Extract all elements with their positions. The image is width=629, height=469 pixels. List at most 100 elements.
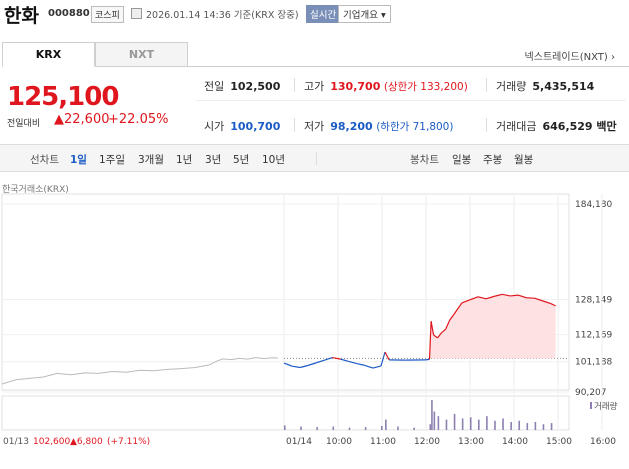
realtime-button[interactable]: 실시간: [306, 5, 341, 23]
volume-bar: [494, 420, 496, 430]
price-segment: [300, 364, 309, 369]
price-segment: [437, 332, 443, 339]
price-segment: [384, 351, 390, 361]
price-change: ▲22,600: [54, 112, 110, 127]
volume-bar: [502, 418, 504, 430]
stock-code: 000880: [48, 8, 90, 19]
price-segment: [485, 295, 495, 300]
divider: [486, 78, 487, 92]
day-low: 저가 98,200 (하한가 71,800): [304, 118, 453, 134]
candle-monthly[interactable]: 월봉: [514, 154, 534, 166]
chart-title: 한국거래소(KRX): [2, 185, 69, 195]
period-1d[interactable]: 1일: [70, 154, 87, 166]
divider: [294, 118, 295, 132]
footer-price: 102,600: [33, 437, 70, 447]
volume-bar: [332, 426, 335, 430]
price-segment: [332, 356, 341, 360]
trade-amount: 거래대금 646,529 백만: [496, 118, 617, 134]
price-segment: [453, 302, 463, 315]
price-segment: [502, 293, 511, 297]
y-tick-label: 128,149: [575, 296, 612, 306]
amount-label: 거래대금: [496, 120, 537, 133]
diff-label: 전일대비: [7, 119, 41, 129]
volume-bar: [534, 421, 537, 430]
prev-close: 전일 102,500: [204, 78, 280, 94]
volume-bar: [550, 423, 553, 430]
volume-bar: [518, 420, 521, 430]
prev-label: 전일: [204, 80, 225, 93]
divider: [486, 118, 487, 132]
volume-frame: [1, 395, 570, 431]
y-tick-label: 101,188: [575, 358, 612, 368]
x-tick-label: 11:00: [370, 437, 396, 447]
divider: [196, 100, 626, 101]
nxt-link[interactable]: 넥스트레이드(NXT) ›: [524, 52, 615, 63]
price-segment: [469, 296, 479, 301]
volume-bar: [453, 413, 456, 430]
period-3m[interactable]: 3개월: [138, 154, 165, 166]
candle-chart-label[interactable]: 봉차트: [410, 154, 439, 166]
volume-bar: [381, 425, 383, 430]
line-chart-label[interactable]: 선차트: [30, 154, 59, 166]
price-segment: [430, 321, 435, 336]
footer-pct: (+7.11%): [107, 437, 150, 447]
prev-day-line: [1, 357, 279, 385]
price-segment: [372, 365, 382, 369]
volume-bar: [486, 416, 488, 430]
footer-change: ▲6,800: [70, 437, 103, 447]
price-segment: [445, 319, 451, 330]
volume-bar: [413, 427, 415, 430]
price-segment: [348, 360, 357, 365]
volume-bar: [300, 426, 302, 430]
tab-nxt[interactable]: NXT: [95, 42, 188, 67]
open-value: 100,700: [230, 120, 281, 133]
timestamp: 2026.01.14 14:36 기준(KRX 장중): [146, 10, 299, 21]
tab-krx[interactable]: KRX: [2, 42, 95, 67]
amount-value: 646,529 백만: [542, 120, 617, 133]
price-segment: [425, 358, 430, 361]
price-segment: [380, 351, 386, 367]
y-tick-label: 184,180: [575, 200, 612, 210]
volume-bar: [542, 424, 545, 430]
day-high: 고가 130,700 (상한가 133,200): [304, 78, 468, 94]
volume-bar: [437, 416, 440, 430]
period-3y[interactable]: 3년: [205, 154, 222, 166]
volume-bar: [478, 419, 480, 430]
volume-bar: [429, 424, 432, 430]
footer-date: 01/13: [3, 437, 29, 447]
volume-bar: [385, 419, 387, 430]
period-1y[interactable]: 1년: [176, 154, 193, 166]
price-segment: [518, 294, 527, 299]
volume-bar: [526, 423, 529, 430]
low-value: 98,200: [330, 120, 373, 133]
price-segment: [477, 296, 487, 300]
candle-daily[interactable]: 일봉: [452, 154, 472, 166]
volume-bar: [397, 426, 399, 430]
x-tick-label: 01/14: [286, 437, 312, 447]
price-segment: [534, 297, 543, 302]
x-tick-label: 15:00: [546, 437, 572, 447]
x-tick-label: 10:00: [326, 437, 352, 447]
period-10y[interactable]: 10년: [262, 154, 286, 166]
calendar-icon: [131, 8, 142, 19]
volume-legend-label: 거래량: [594, 401, 618, 412]
candle-weekly[interactable]: 주봉: [483, 154, 503, 166]
period-5y[interactable]: 5년: [233, 154, 250, 166]
volume-bar: [364, 427, 367, 430]
day-open: 시가 100,700: [204, 118, 280, 134]
price-segment: [550, 303, 556, 307]
high-label: 고가: [304, 80, 325, 93]
period-1w[interactable]: 1주일: [99, 154, 126, 166]
open-label: 시가: [204, 120, 225, 133]
volume-bar: [348, 427, 351, 430]
volume-bar: [510, 421, 512, 430]
y-tick-label: 90,207: [575, 388, 607, 398]
volume-legend-swatch: [590, 402, 592, 409]
volume-bar: [469, 417, 472, 430]
price-change-pct: +22.05%: [108, 112, 169, 127]
x-tick-label: 14:00: [502, 437, 528, 447]
company-info-dropdown[interactable]: 기업개요 ▾: [338, 5, 391, 23]
market-badge: 코스피: [91, 6, 124, 23]
upper-limit: (상한가 133,200): [383, 81, 468, 93]
